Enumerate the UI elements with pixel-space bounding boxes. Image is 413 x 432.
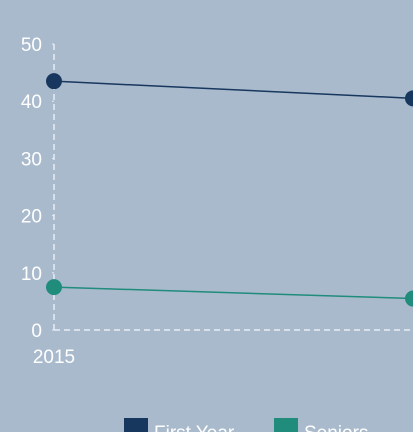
legend-swatch (124, 418, 148, 432)
y-tick-label: 40 (21, 92, 42, 113)
x-tick-label: 2015 (33, 347, 75, 368)
point (46, 279, 62, 296)
y-tick-label: 50 (21, 35, 42, 56)
y-tick-label: 10 (21, 264, 42, 285)
y-tick-label: 20 (21, 207, 42, 228)
y-tick-label: 30 (21, 149, 42, 170)
series-line (53, 80, 413, 100)
series-line (53, 286, 413, 300)
legend-label: Seniors (304, 423, 368, 432)
legend-label: First Year (154, 423, 235, 432)
legend-swatch (274, 418, 298, 432)
point (405, 290, 413, 307)
point (405, 90, 413, 107)
point (46, 73, 62, 90)
y-tick-label: 0 (31, 321, 42, 342)
